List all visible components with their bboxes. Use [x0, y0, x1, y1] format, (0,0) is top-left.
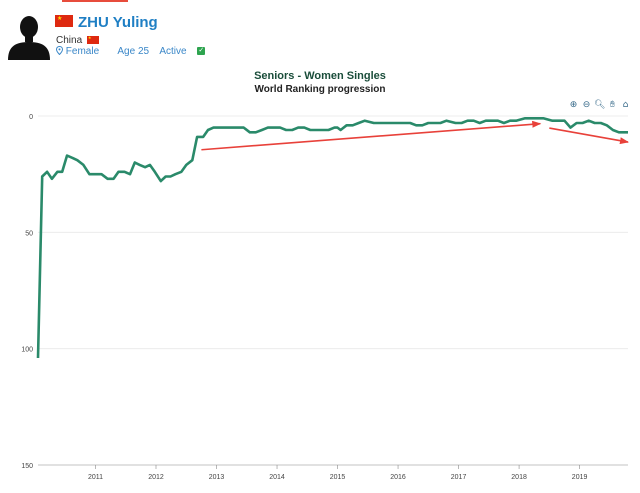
y-tick-label: 150: [21, 463, 33, 470]
chart-title: Seniors - Women Singles: [254, 70, 386, 82]
x-tick-label: 2019: [572, 474, 588, 481]
player-meta: Female Age 25 Active ✓: [55, 45, 221, 57]
top-accent-bar: [62, 0, 128, 2]
x-tick-label: 2011: [88, 474, 103, 481]
player-name[interactable]: ZHU Yuling: [78, 14, 158, 31]
gender-info: Female: [55, 45, 107, 57]
check-icon: ✓: [197, 47, 206, 56]
x-tick-label: 2018: [511, 474, 527, 481]
avatar: [8, 16, 50, 60]
y-tick-label: 0: [29, 114, 33, 121]
ranking-series-line[interactable]: [36, 117, 628, 359]
country-name: China: [56, 35, 83, 46]
gender-label: Female: [65, 46, 100, 57]
status-label: Active: [159, 46, 187, 57]
pan-hand-icon[interactable]: ✋︎: [609, 100, 616, 110]
status-info: Active ✓: [159, 46, 213, 57]
chart-subtitle: World Ranking progression: [254, 84, 386, 95]
x-tick-label: 2015: [330, 474, 346, 481]
country-row: China ★: [56, 35, 99, 46]
location-pin-icon: [55, 45, 64, 56]
zoom-in-icon[interactable]: ⊕: [569, 100, 578, 110]
age-label: Age 25: [117, 46, 150, 57]
magnifier-icon[interactable]: 🔍︎: [594, 100, 606, 110]
chart-toolbar: ⊕ ⊖ 🔍︎ ✋︎ ⌂: [568, 100, 631, 111]
person-silhouette-icon: [8, 16, 50, 60]
x-tick-label: 2013: [209, 474, 225, 481]
china-flag-icon: ★: [55, 15, 73, 27]
x-tick-label: 2017: [451, 474, 467, 481]
zoom-out-icon[interactable]: ⊖: [582, 100, 591, 110]
china-flag-small-icon: ★: [86, 36, 99, 45]
x-tick-label: 2012: [148, 474, 164, 481]
trend-arrow: [201, 120, 542, 151]
x-tick-label: 2016: [390, 474, 406, 481]
x-tick-label: 2014: [269, 474, 285, 481]
y-tick-label: 50: [25, 230, 33, 237]
trend-arrow: [549, 127, 629, 145]
home-icon[interactable]: ⌂: [622, 100, 629, 110]
y-tick-label: 100: [21, 347, 33, 354]
